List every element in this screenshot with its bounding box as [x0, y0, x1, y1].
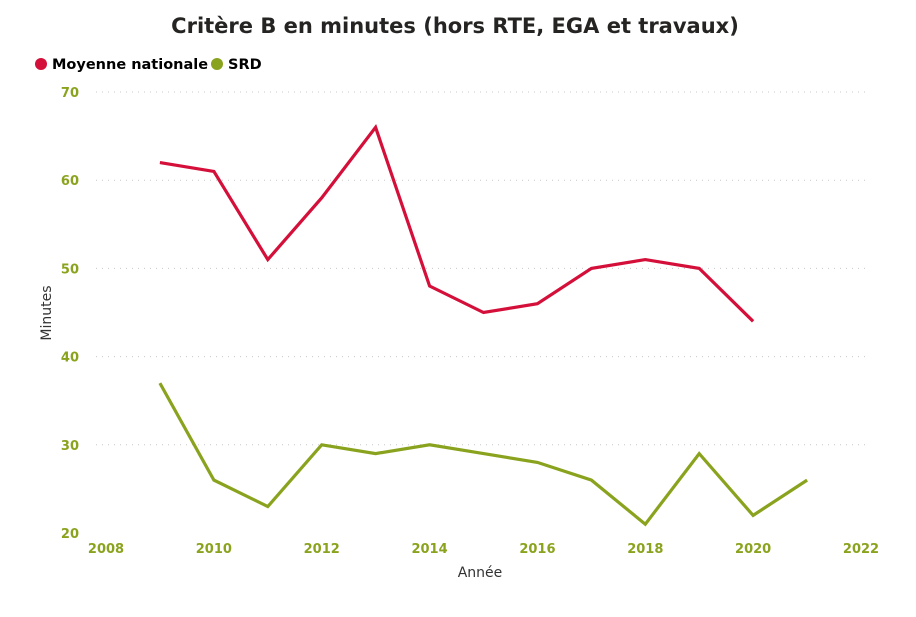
- legend-label-moyenne-nationale: Moyenne nationale: [52, 57, 208, 73]
- x-tick-label: 2018: [627, 542, 663, 557]
- y-tick-label: 40: [61, 351, 79, 366]
- series-line-moyenne-nationale: [159, 123, 755, 323]
- x-axis-label: Année: [458, 565, 503, 581]
- x-tick-label: 2020: [735, 542, 771, 557]
- x-tick-label: 2022: [843, 542, 879, 557]
- y-tick-label: 30: [61, 439, 79, 454]
- x-tick-label: 2008: [88, 542, 124, 557]
- y-axis-label: Minutes: [39, 285, 55, 340]
- y-axis-ticks: 20 30 40 50 60 70: [61, 86, 79, 542]
- x-tick-label: 2014: [411, 542, 447, 557]
- x-axis-ticks: 2008 2010 2012 2014 2016 2018 2020 2022: [88, 542, 879, 557]
- series-line-srd: [158, 382, 808, 527]
- legend-marker-srd: [211, 58, 223, 70]
- legend-item-moyenne-nationale[interactable]: Moyenne nationale: [35, 57, 208, 73]
- y-tick-label: 50: [61, 262, 79, 277]
- gridlines: [96, 91, 870, 446]
- x-tick-label: 2010: [196, 542, 232, 557]
- legend-label-srd: SRD: [228, 57, 262, 73]
- x-tick-label: 2012: [304, 542, 340, 557]
- y-tick-label: 70: [61, 86, 79, 101]
- y-tick-label: 20: [61, 527, 79, 542]
- y-tick-label: 60: [61, 174, 79, 189]
- chart-title: Critère B en minutes (hors RTE, EGA et t…: [171, 14, 739, 38]
- legend: Moyenne nationale SRD: [35, 57, 262, 73]
- legend-marker-moyenne-nationale: [35, 58, 47, 70]
- legend-item-srd[interactable]: SRD: [211, 57, 262, 73]
- series-lines: [158, 123, 808, 527]
- x-tick-label: 2016: [519, 542, 555, 557]
